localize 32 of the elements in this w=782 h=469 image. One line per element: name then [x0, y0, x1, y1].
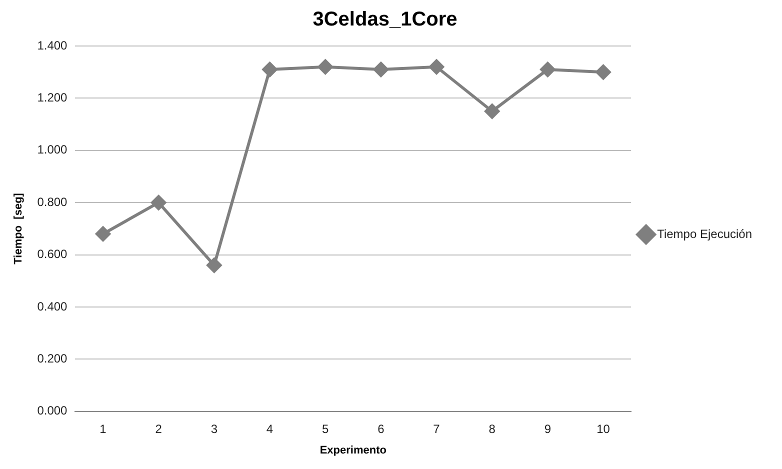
x-axis-title: Experimento: [320, 444, 387, 456]
x-tick-label: 9: [544, 422, 552, 436]
point: [96, 226, 111, 242]
point: [151, 195, 166, 210]
x-tick-label: 4: [266, 422, 274, 436]
y-tick-label: 0.600: [37, 247, 68, 262]
y-axis-title: Tiempo [seg]: [12, 192, 25, 264]
point: [206, 258, 222, 273]
y-tick-label: 1.400: [37, 38, 68, 52]
y-tick-label: 0.200: [37, 352, 68, 366]
point: [429, 59, 444, 74]
x-tick-label: 10: [596, 422, 610, 436]
x-tick-label: 2: [155, 422, 162, 436]
x-tick-label: 7: [433, 422, 440, 436]
point: [484, 104, 500, 119]
y-tick-label: 0.400: [37, 299, 68, 314]
y-tick-label: 1.000: [37, 142, 68, 157]
legend-label: Tiempo Ejecución: [657, 226, 752, 241]
chart-title: 3Celdas_1Core: [312, 8, 458, 31]
x-tick-label: 3: [210, 422, 218, 436]
x-tick-label: 8: [488, 422, 496, 436]
point: [262, 62, 278, 77]
x-tick-label: 1: [100, 422, 107, 436]
point: [540, 62, 556, 77]
point: [318, 59, 333, 74]
y-tick-label: 1.200: [37, 90, 68, 105]
x-tick-label: 5: [322, 422, 330, 436]
point: [373, 62, 388, 77]
y-tick-label: 0.800: [37, 194, 68, 209]
y-tick-label: 0.000: [37, 404, 68, 418]
point: [596, 64, 611, 80]
x-tick-label: 6: [378, 422, 385, 436]
